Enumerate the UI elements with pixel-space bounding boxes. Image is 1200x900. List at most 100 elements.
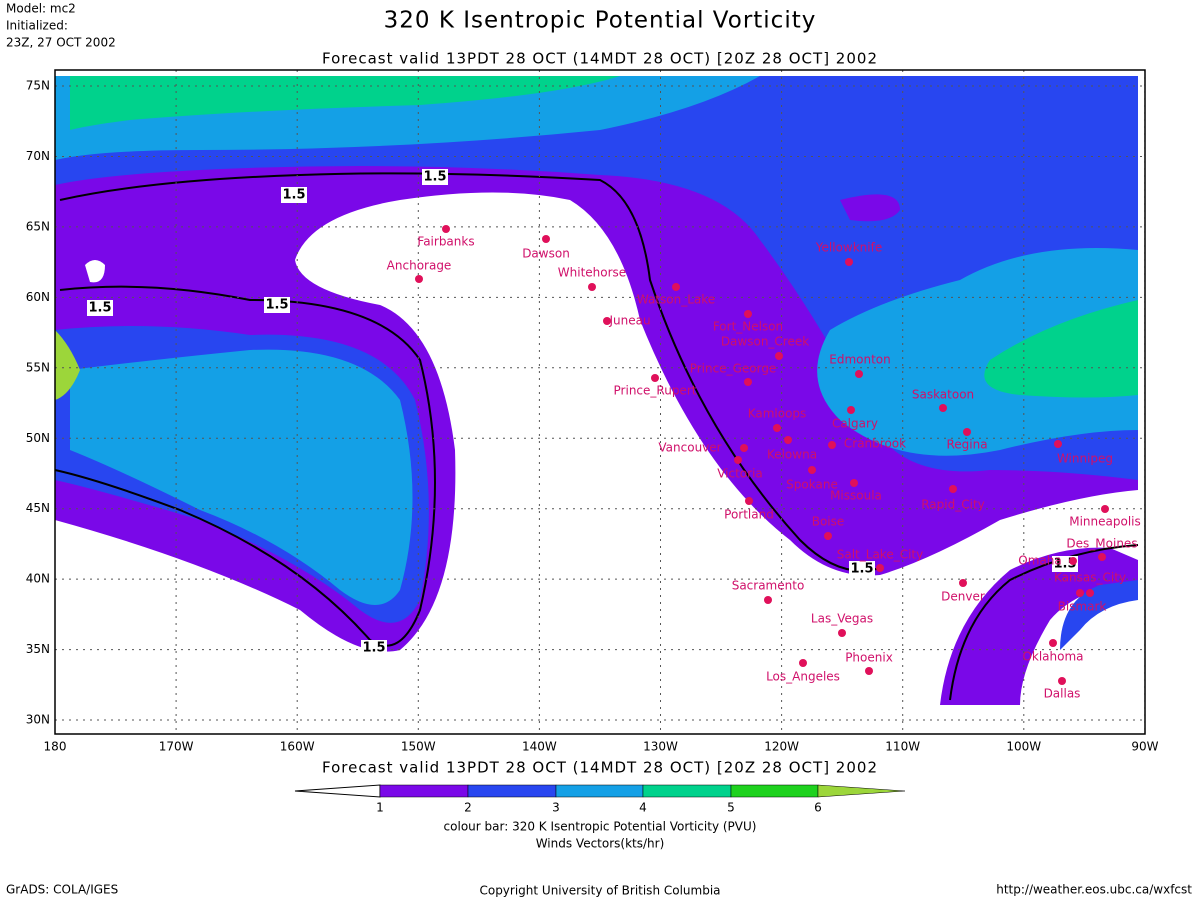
lat-label: 65N [26,219,50,233]
city-dot [847,406,855,414]
city-dot [1098,553,1106,561]
lat-label: 55N [26,360,50,374]
lat-label: 50N [26,431,50,445]
contour-label: 1.5 [423,170,446,185]
city-label: Kamloops [748,407,807,421]
city-label: Kansas_City [1054,571,1126,585]
contour-label: 1.5 [282,188,305,203]
pv-4-5 [70,76,620,130]
city-dot [799,659,807,667]
city-label: Whitehorse [558,266,626,280]
lat-label: 40N [26,572,50,586]
colorbar-cell [642,784,732,798]
colorbar-label: 4 [639,801,647,815]
pv-field [54,76,1139,734]
contour-label-box [361,640,387,656]
city-dot [1054,440,1062,448]
city-dot [949,485,957,493]
city-label: Boise [812,515,845,529]
city-dot [784,436,792,444]
pv-3-4-east [817,248,1138,456]
colorbar-cell [379,784,469,798]
colorbar-label: 6 [814,801,822,815]
title: 320 K Isentropic Potential Vorticity [384,8,817,34]
city-label: Bismark [1058,600,1107,614]
city-dot [734,456,742,464]
city-label: Rapid_City [921,498,985,512]
city-dot [745,497,753,505]
lon-label: 140W [522,740,557,754]
city-label: Juneau [608,314,650,328]
valid-top: Forecast valid 13PDT 28 OCT (14MDT 28 OC… [322,50,878,68]
lat-label: 70N [26,149,50,163]
city-dot [415,275,423,283]
lat-label: 60N [26,290,50,304]
city-label: Dawson [522,247,570,261]
city-dot [1058,677,1066,685]
city-dot [850,479,858,487]
city-dot [855,370,863,378]
pv-2-3-tongue [1060,580,1138,650]
city-label: Yellowknife [815,241,882,255]
city-dot [876,564,884,572]
city-label: Los_Angeles [766,670,840,684]
city-dot [1086,589,1094,597]
colorbar-low [294,784,381,798]
city-dot [651,374,659,382]
lat-label: 35N [26,642,50,656]
init-time: 23Z, 27 OCT 2002 [6,36,116,50]
city-label: Missoula [830,489,882,503]
city-label: Fairbanks [417,235,474,249]
pv-below-1 [55,192,1138,734]
lat-label: 45N [26,501,50,515]
footer-right: http://weather.eos.ubc.ca/wxfcst [996,883,1192,897]
map-frame [54,69,1146,735]
pv-6-plus [55,330,80,400]
city-label: Cranbrook [844,437,906,451]
city-dot [939,404,947,412]
city-label: Sacramento [732,579,805,593]
city-dot [824,532,832,540]
colorbar-caption2: Winds Vectors(kts/hr) [536,837,665,851]
city-dot [1076,589,1084,597]
lon-label: 100W [1006,740,1041,754]
colorbar: 1 2 3 4 5 6 [294,784,906,815]
lon-label: 130W [643,740,678,754]
city-dot [959,579,967,587]
city-label: Watson_Lake [637,293,715,307]
city-label: Fort_Nelson [713,320,783,334]
contour-label-box [281,187,307,203]
city-dot [1101,505,1109,513]
initialized: Initialized: [6,19,68,33]
city-label: Victoria [717,467,763,481]
lon-label: 180 [44,740,67,754]
lat-label: 75N [26,79,50,93]
contour-label: 1.5 [265,298,288,313]
city-label: Kelowna [767,448,817,462]
city-dot [672,283,680,291]
city-dot [744,310,752,318]
contour-label-box [264,297,290,313]
contour-label: 1.5 [88,301,111,316]
city-label: Denver [941,590,985,604]
lon-label: 120W [764,740,799,754]
city-dot [1049,639,1057,647]
city-dot [542,235,550,243]
city-dot [744,378,752,386]
pv-1-2-north [840,194,900,222]
city-label: Des_Moines [1066,537,1137,551]
contour-label: 1.5 [362,641,385,656]
lon-label: 160W [280,740,315,754]
model: Model: mc2 [6,2,76,16]
city-dot [865,667,873,675]
city-dot [588,283,596,291]
colorbar-label: 2 [464,801,472,815]
colorbar-label: 1 [376,801,384,815]
lon-label: 150W [401,740,436,754]
city-dot [838,629,846,637]
city-dot [764,596,772,604]
pv-4-5-east [984,300,1138,398]
lat-label: 30N [26,713,50,727]
contour-label-box [422,169,448,185]
pv-3-4-low [70,349,413,605]
